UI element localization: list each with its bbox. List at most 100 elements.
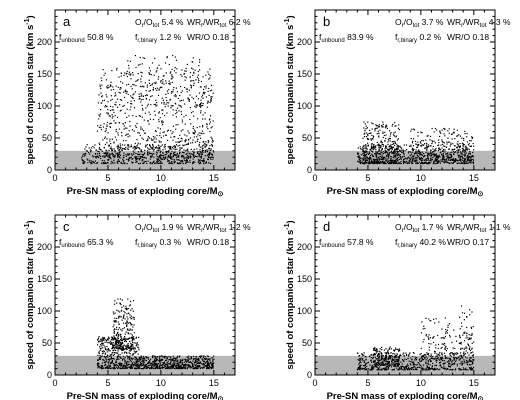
data-point xyxy=(110,81,112,83)
data-point xyxy=(420,142,422,144)
data-point xyxy=(82,159,84,162)
data-point xyxy=(149,144,151,147)
data-point xyxy=(116,344,118,346)
data-point xyxy=(209,123,211,125)
data-point xyxy=(461,360,463,362)
data-point xyxy=(125,331,127,333)
data-point xyxy=(160,162,162,165)
data-point xyxy=(376,158,378,160)
x-axis-label-text: Pre-SN mass of exploding core/M xyxy=(327,186,478,197)
data-point xyxy=(113,320,115,322)
data-point xyxy=(464,133,466,135)
data-point xyxy=(447,137,449,139)
data-point xyxy=(97,365,99,367)
data-point xyxy=(151,139,153,141)
data-point xyxy=(180,160,182,162)
data-point xyxy=(117,298,119,300)
data-point xyxy=(380,353,382,355)
data-point xyxy=(141,159,144,161)
data-point xyxy=(119,152,121,154)
data-point xyxy=(129,316,131,318)
data-point xyxy=(142,355,145,358)
data-point xyxy=(382,162,384,164)
data-point xyxy=(425,151,427,153)
data-point xyxy=(396,362,398,364)
data-point xyxy=(372,368,375,370)
data-point xyxy=(189,156,191,158)
data-point xyxy=(366,127,368,129)
data-point xyxy=(361,162,363,164)
data-point xyxy=(105,94,107,96)
data-point xyxy=(100,344,102,346)
data-point xyxy=(435,159,437,161)
data-point xyxy=(196,358,198,360)
data-point xyxy=(139,115,141,117)
data-point xyxy=(379,147,381,149)
data-point xyxy=(382,158,384,160)
data-point xyxy=(173,145,175,147)
data-point xyxy=(463,144,465,146)
data-point xyxy=(396,149,398,151)
data-point xyxy=(129,355,131,357)
data-point xyxy=(119,99,121,101)
data-point xyxy=(114,300,116,302)
data-point xyxy=(439,149,442,151)
data-point xyxy=(126,325,128,327)
data-point xyxy=(461,364,463,366)
data-point xyxy=(166,90,168,92)
data-point xyxy=(391,148,393,150)
data-point xyxy=(381,142,383,144)
data-point xyxy=(428,153,430,156)
data-point xyxy=(155,357,157,359)
data-point xyxy=(151,146,153,149)
data-point xyxy=(112,339,114,341)
data-point xyxy=(204,365,206,367)
data-point xyxy=(132,343,134,345)
data-point xyxy=(459,158,461,160)
data-point xyxy=(111,70,113,72)
data-point xyxy=(204,356,206,358)
data-point xyxy=(122,105,124,107)
data-point xyxy=(183,367,185,369)
data-point xyxy=(409,158,411,160)
data-point xyxy=(119,88,121,90)
data-point xyxy=(200,112,202,114)
data-point xyxy=(425,363,427,365)
data-point xyxy=(380,162,382,164)
data-point xyxy=(135,152,137,155)
data-point xyxy=(176,153,178,155)
data-point xyxy=(140,75,143,77)
data-point xyxy=(97,362,99,364)
data-point xyxy=(195,368,197,370)
data-point xyxy=(123,125,125,127)
data-point xyxy=(406,363,409,365)
data-point xyxy=(162,356,164,358)
data-point xyxy=(123,344,125,346)
data-point xyxy=(372,357,374,359)
data-point xyxy=(152,89,154,91)
data-point xyxy=(369,129,371,131)
data-point xyxy=(194,141,196,143)
data-point xyxy=(455,158,457,160)
data-point xyxy=(131,366,133,368)
data-point xyxy=(114,368,116,370)
data-point xyxy=(169,363,171,365)
data-point xyxy=(144,82,146,84)
data-point xyxy=(126,316,128,318)
data-point xyxy=(177,145,179,147)
data-point xyxy=(434,364,436,366)
data-point xyxy=(209,361,212,363)
data-point xyxy=(454,145,456,147)
data-point xyxy=(427,144,429,146)
data-point xyxy=(104,155,107,157)
data-point xyxy=(199,162,201,164)
data-point xyxy=(117,310,119,312)
data-point xyxy=(162,113,164,115)
data-point xyxy=(469,357,471,359)
data-point xyxy=(100,365,102,367)
data-point xyxy=(201,96,203,98)
data-point xyxy=(124,340,126,342)
data-point xyxy=(118,345,120,347)
data-point xyxy=(431,142,433,145)
